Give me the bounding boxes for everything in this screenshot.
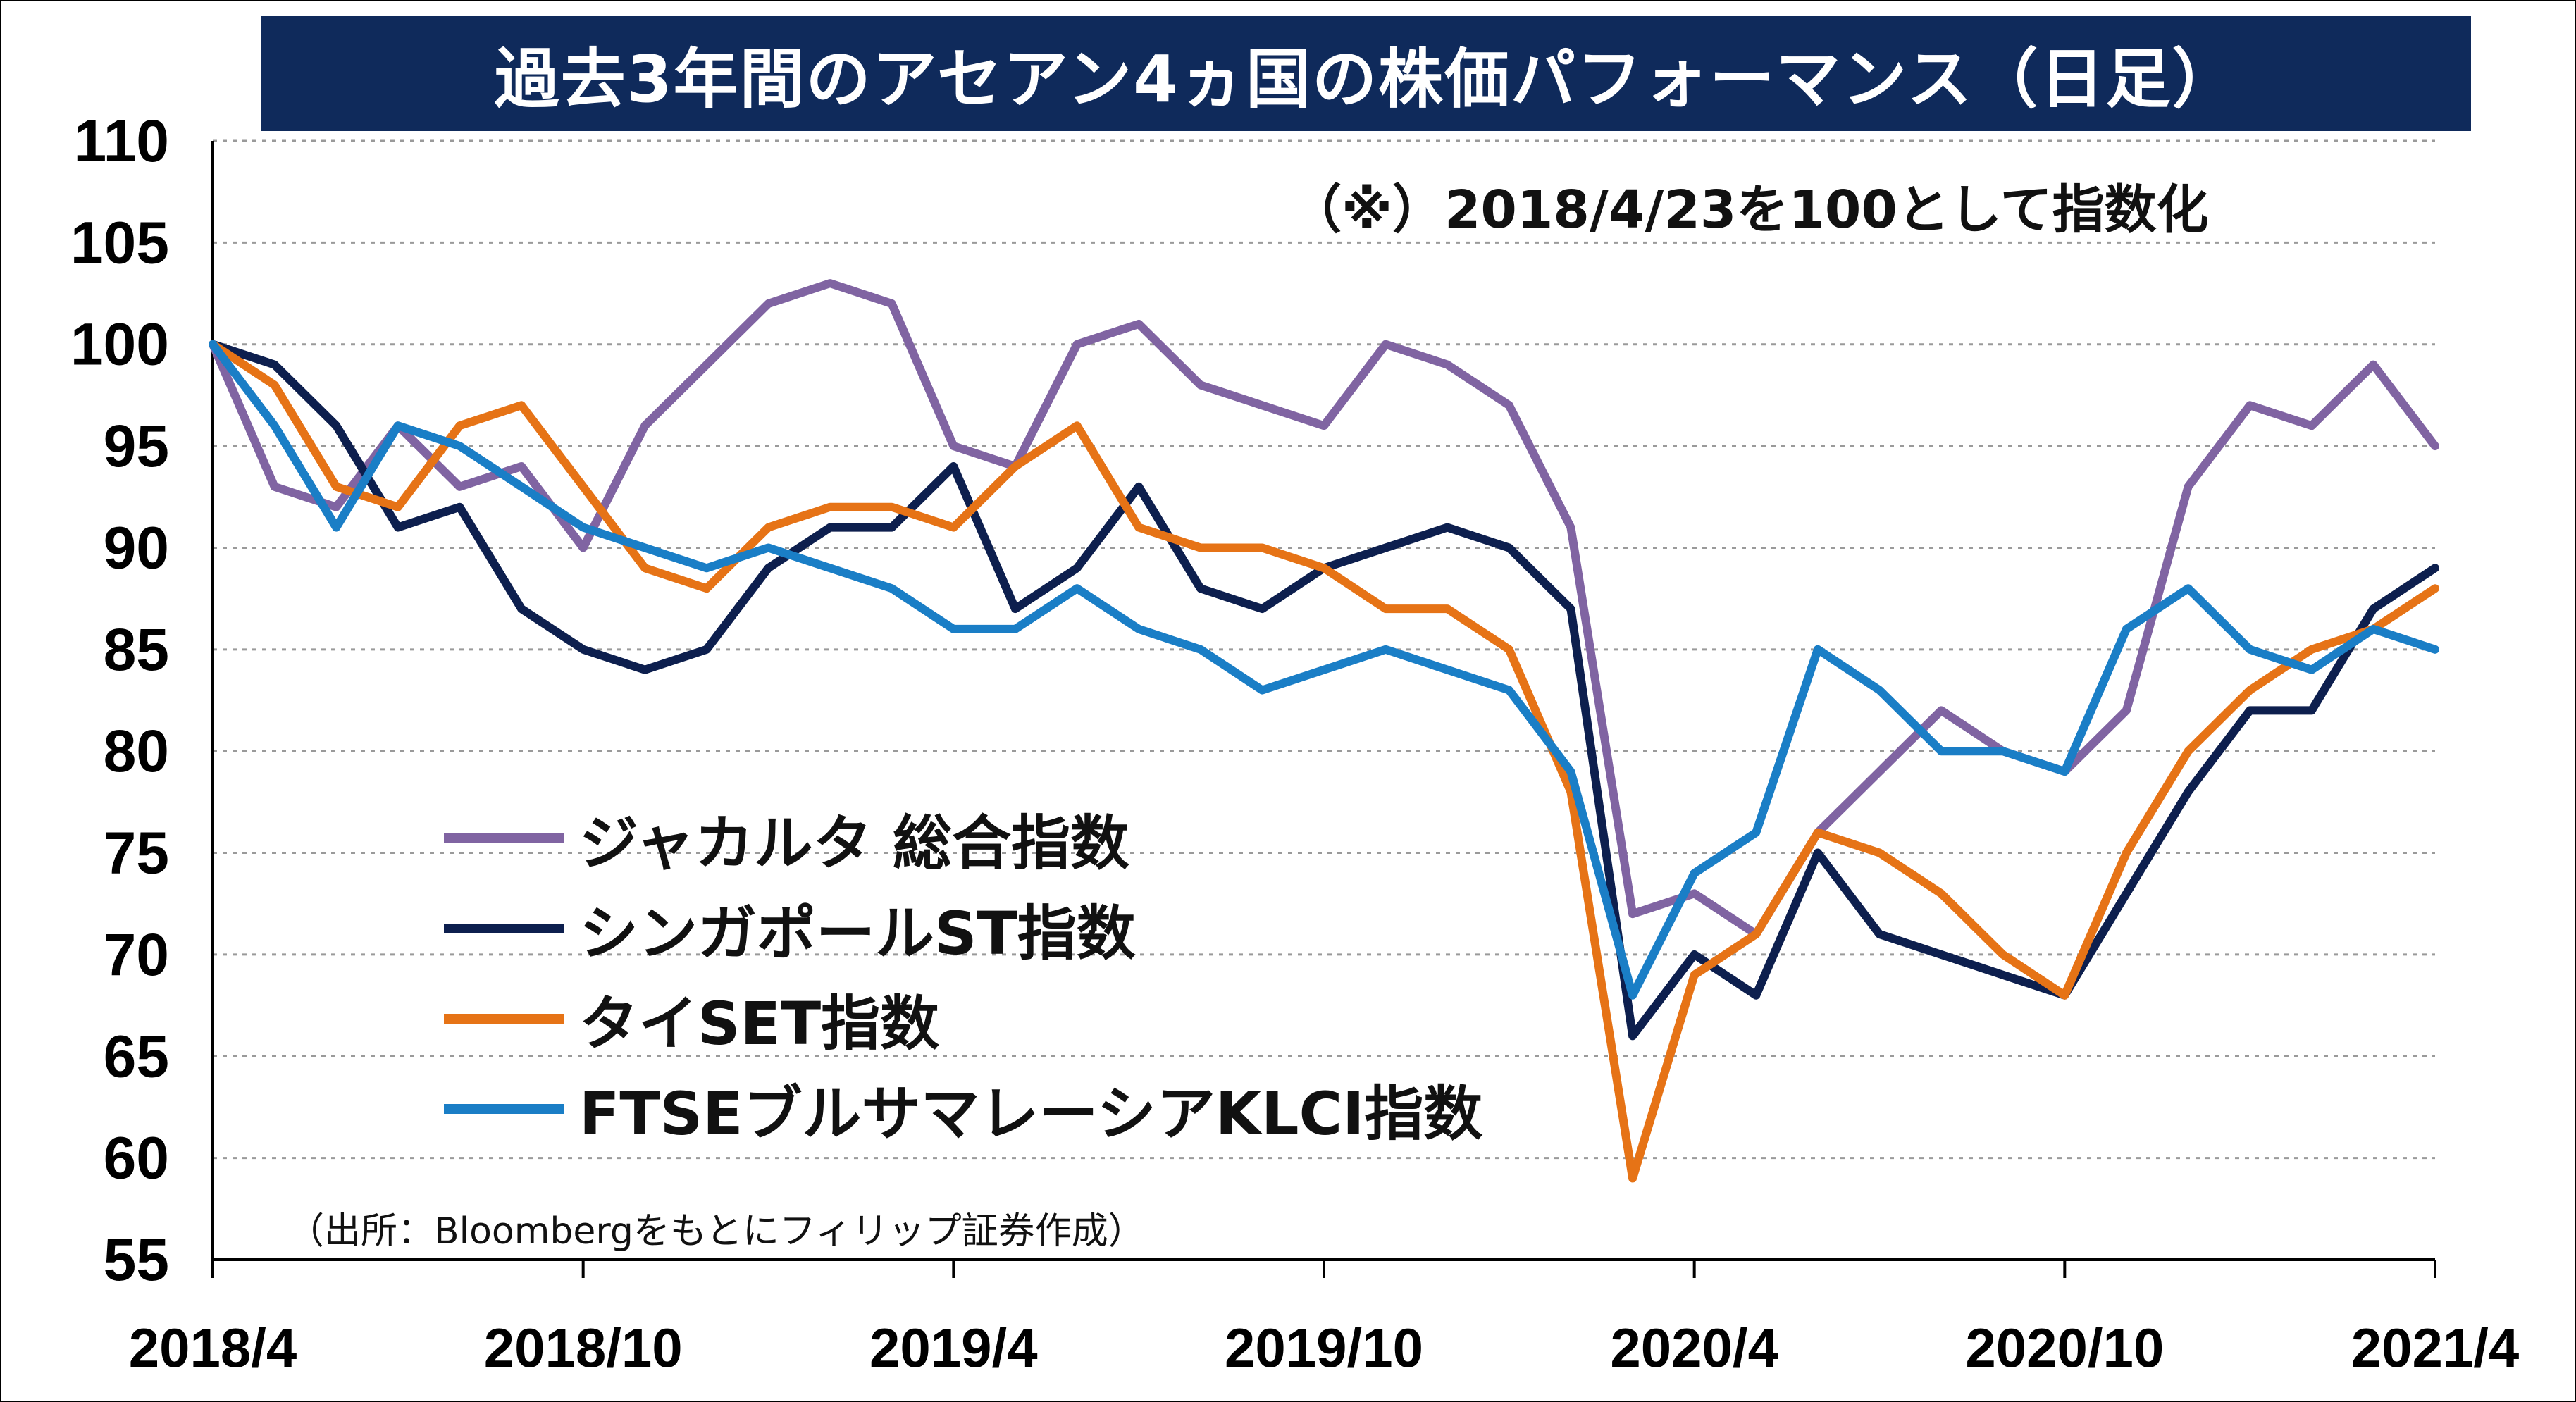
axes [211, 141, 2436, 1278]
chart-title: 過去3年間のアセアン4ヵ国の株価パフォーマンス（日足） [261, 16, 2471, 131]
legend-label-singapore: シンガポールST指数 [579, 898, 1136, 968]
series-lines [209, 279, 2439, 1183]
legend-swatch-jakarta [444, 833, 564, 843]
y-tick-labels: 110 105 100 95 90 85 80 75 70 65 60 55 [70, 108, 169, 1293]
y-tick-105: 105 [70, 209, 169, 275]
y-tick-85: 85 [104, 616, 169, 683]
series-line-3 [209, 340, 2439, 1000]
legend-label-thailand: タイSET指数 [579, 988, 940, 1058]
y-tick-80: 80 [104, 718, 169, 784]
x-tick-2018/10: 2018/10 [484, 1317, 683, 1379]
source-note: （出所：Bloombergをもとにフィリップ証券作成） [287, 1210, 1145, 1253]
legend-label-malaysia: FTSEブルサマレーシアKLCI指数 [579, 1079, 1483, 1148]
x-tick-2021/4: 2021/4 [2351, 1317, 2520, 1379]
legend-item-malaysia: FTSEブルサマレーシアKLCI指数 [444, 1074, 1482, 1148]
x-tick-2019/10: 2019/10 [1225, 1317, 1423, 1379]
x-tick-labels: 2018/4 2018/10 2019/4 2019/10 2020/4 2020/10 2… [129, 1317, 2520, 1379]
legend-label-jakarta: ジャカルタ 総合指数 [579, 808, 1130, 878]
x-tick-2020/10: 2020/10 [1965, 1317, 2164, 1379]
y-tick-70: 70 [104, 922, 169, 988]
y-tick-100: 100 [70, 311, 169, 378]
legend-item-thailand: タイSET指数 [444, 984, 939, 1058]
legend-swatch-thailand [444, 1014, 564, 1024]
y-tick-75: 75 [104, 820, 169, 886]
series-line-2 [209, 340, 2439, 1183]
x-tick-2018/4: 2018/4 [129, 1317, 297, 1379]
y-tick-65: 65 [104, 1023, 169, 1089]
y-tick-110: 110 [73, 108, 169, 174]
y-tick-90: 90 [104, 514, 169, 581]
y-tick-95: 95 [104, 413, 169, 479]
x-tick-2019/4: 2019/4 [869, 1317, 1038, 1379]
legend-swatch-singapore [444, 924, 564, 933]
legend-item-jakarta: ジャカルタ 総合指数 [444, 803, 1129, 878]
y-tick-60: 60 [104, 1125, 169, 1191]
legend-item-singapore: シンガポールST指数 [444, 893, 1136, 968]
legend-swatch-malaysia [444, 1104, 564, 1114]
index-note: （※）2018/4/23を100として指数化 [1289, 180, 2209, 240]
x-tick-2020/4: 2020/4 [1610, 1317, 1778, 1379]
y-tick-55: 55 [104, 1227, 169, 1293]
